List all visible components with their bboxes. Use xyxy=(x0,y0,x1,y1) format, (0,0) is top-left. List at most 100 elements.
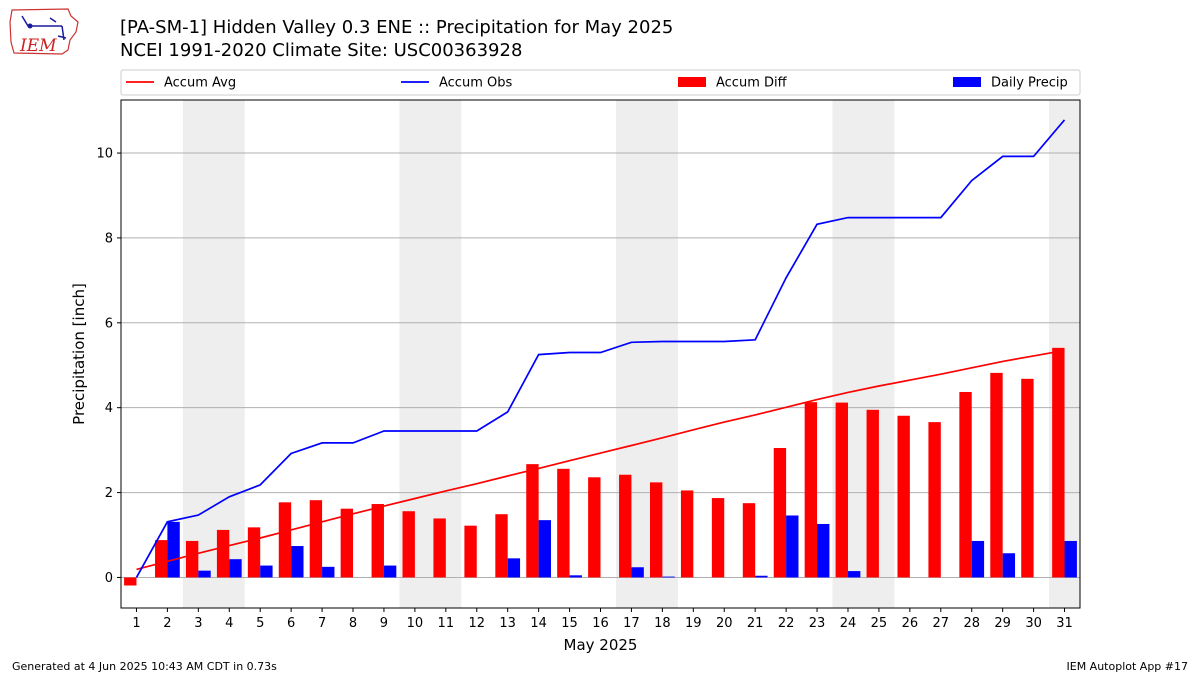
accum-diff-bar-13 xyxy=(495,514,508,578)
lines xyxy=(135,119,1066,578)
daily-precip-bar-2 xyxy=(167,521,180,578)
wind-arrow-icon xyxy=(21,15,67,41)
y-tick-label-4: 4 xyxy=(105,401,113,416)
legend-label-accum-diff: Accum Diff xyxy=(716,76,788,91)
accum-diff-bar-19 xyxy=(680,490,694,578)
accum-diff-bar-9 xyxy=(371,504,384,578)
chart-subtitle: NCEI 1991-2020 Climate Site: USC00363928 xyxy=(120,40,523,61)
accum-diff-bar-18 xyxy=(649,482,663,578)
accum-diff-bar-10 xyxy=(402,511,415,578)
y-tick-label-2: 2 xyxy=(105,486,113,501)
bars xyxy=(124,347,1077,586)
accum-diff-bar-21 xyxy=(742,503,756,578)
x-tick-label-7: 7 xyxy=(318,616,326,631)
x-tick-label-29: 29 xyxy=(994,616,1011,631)
accum-diff-bar-20 xyxy=(711,498,725,578)
x-tick-label-15: 15 xyxy=(561,616,578,631)
daily-precip-bar-6 xyxy=(291,546,304,578)
y-tick-label-8: 8 xyxy=(105,231,113,246)
accum-diff-bar-12 xyxy=(464,525,477,578)
x-tick-label-31: 31 xyxy=(1056,616,1073,631)
y-axis-label: Precipitation [inch] xyxy=(70,283,88,425)
accum-avg-line xyxy=(136,349,1065,571)
y-tick-label-10: 10 xyxy=(96,147,113,162)
x-tick-label-9: 9 xyxy=(380,616,388,631)
x-tick-label-10: 10 xyxy=(407,616,424,631)
accum-diff-bar-25 xyxy=(866,409,879,578)
x-tick-label-26: 26 xyxy=(902,616,919,631)
x-axis-label: May 2025 xyxy=(564,636,638,654)
daily-precip-bar-3 xyxy=(198,570,211,578)
x-tick-label-16: 16 xyxy=(592,616,609,631)
daily-precip-bar-14 xyxy=(538,520,552,578)
x-tick-label-21: 21 xyxy=(747,616,764,631)
accum-diff-bar-7 xyxy=(309,500,323,578)
x-tick-label-2: 2 xyxy=(163,616,171,631)
x-tick-label-23: 23 xyxy=(809,616,826,631)
accum-diff-bar-26 xyxy=(897,415,910,578)
y-tick-label-0: 0 xyxy=(105,571,113,586)
accum-diff-bar-8 xyxy=(340,508,354,578)
accum-diff-bar-3 xyxy=(185,540,199,578)
accum-diff-bar-27 xyxy=(928,422,941,578)
x-tick-label-30: 30 xyxy=(1025,616,1042,631)
accum-diff-bar-23 xyxy=(804,402,818,578)
logo-text: IEM xyxy=(19,36,57,56)
legend: Accum Avg Accum Obs Accum Diff Daily Precip xyxy=(120,69,1081,96)
daily-precip-bar-31 xyxy=(1064,540,1077,578)
x-tick-label-5: 5 xyxy=(256,616,264,631)
daily-precip-bar-13 xyxy=(507,558,521,578)
x-tick-label-14: 14 xyxy=(530,616,547,631)
daily-precip-bar-24 xyxy=(847,571,861,578)
accum-diff-bar-16 xyxy=(588,477,601,578)
x-tick-label-3: 3 xyxy=(194,616,202,631)
weekend-shade-1 xyxy=(182,100,245,608)
daily-precip-bar-7 xyxy=(322,566,335,578)
x-tick-label-18: 18 xyxy=(654,616,671,631)
legend-label-accum-avg: Accum Avg xyxy=(164,76,236,91)
accum-diff-bar-14 xyxy=(526,464,539,578)
daily-precip-bar-29 xyxy=(1002,553,1016,578)
accum-diff-bar-11 xyxy=(433,518,446,578)
accum-diff-bar-1 xyxy=(124,577,137,586)
accum-diff-bar-31 xyxy=(1052,347,1065,578)
accum-diff-bar-22 xyxy=(773,448,787,578)
iem-logo: IEM xyxy=(9,8,79,56)
x-tick-label-4: 4 xyxy=(225,616,233,631)
accum-diff-bar-4 xyxy=(216,529,230,578)
x-tick-label-20: 20 xyxy=(716,616,733,631)
x-tick-label-1: 1 xyxy=(132,616,140,631)
x-tick-label-19: 19 xyxy=(685,616,702,631)
x-tick-label-8: 8 xyxy=(349,616,357,631)
accum-diff-bar-24 xyxy=(835,402,848,578)
x-tick-label-12: 12 xyxy=(468,616,485,631)
x-tick-label-6: 6 xyxy=(287,616,295,631)
x-tick-label-24: 24 xyxy=(840,616,857,631)
x-tick-label-13: 13 xyxy=(499,616,516,631)
x-tick-label-28: 28 xyxy=(963,616,980,631)
x-tick-label-11: 11 xyxy=(438,616,455,631)
daily-precip-bar-18 xyxy=(662,576,675,578)
daily-precip-bar-22 xyxy=(786,515,799,578)
accum-diff-bar-30 xyxy=(1021,378,1034,578)
legend-swatch-accum-diff xyxy=(678,77,706,87)
chart-title: [PA-SM-1] Hidden Valley 0.3 ENE :: Preci… xyxy=(120,17,674,38)
iowa-outline-icon xyxy=(9,8,79,55)
accum-diff-bar-29 xyxy=(990,372,1003,578)
daily-precip-bar-21 xyxy=(755,575,768,578)
x-tick-label-27: 27 xyxy=(933,616,950,631)
x-tick-label-25: 25 xyxy=(871,616,888,631)
accum-diff-bar-2 xyxy=(155,540,168,578)
daily-precip-bar-28 xyxy=(971,540,985,578)
x-tick-label-22: 22 xyxy=(778,616,795,631)
daily-precip-bar-17 xyxy=(631,567,644,578)
legend-swatch-daily-precip xyxy=(953,77,981,87)
generated-timestamp: Generated at 4 Jun 2025 10:43 AM CDT in … xyxy=(12,660,277,673)
accum-diff-bar-5 xyxy=(247,527,261,578)
accum-diff-bar-6 xyxy=(278,502,292,578)
legend-label-accum-obs: Accum Obs xyxy=(439,76,512,91)
accum-diff-bar-17 xyxy=(619,474,632,578)
accum-obs-line xyxy=(135,119,1066,578)
